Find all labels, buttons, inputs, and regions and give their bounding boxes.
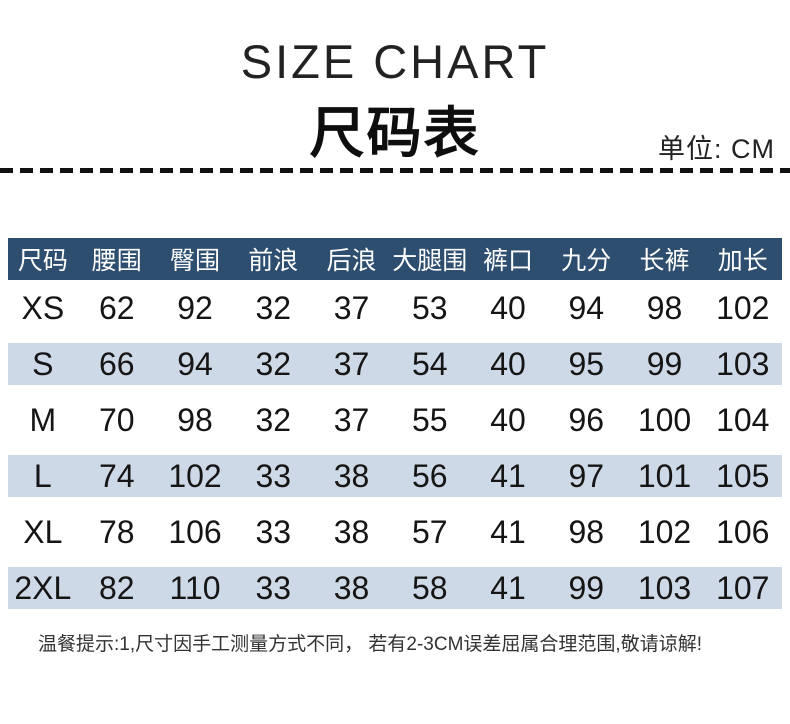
table-row-S: S 66 94 32 37 54 40 95 99 103: [8, 336, 782, 392]
value-cell: 38: [333, 513, 370, 550]
value-cell: 74: [98, 457, 135, 494]
size-cell: L: [33, 457, 52, 494]
value-cell: 103: [637, 569, 692, 606]
value-cell: 97: [568, 457, 605, 494]
value-cell: 100: [637, 401, 692, 438]
value-cell: 41: [490, 457, 526, 494]
value-cell: 32: [255, 289, 292, 326]
value-cell: 33: [255, 569, 292, 606]
value-cell: 33: [255, 513, 292, 550]
value-cell: 37: [333, 401, 370, 438]
size-cell: XL: [23, 513, 63, 550]
value-cell: 54: [411, 345, 448, 382]
value-cell: 110: [169, 569, 221, 606]
header-cell-1: 腰围: [91, 247, 142, 275]
value-cell: 40: [490, 345, 526, 382]
value-cell: 102: [168, 457, 222, 494]
value-cell: 98: [568, 513, 605, 550]
value-cell: 94: [177, 345, 213, 382]
header-cell-0: 尺码: [17, 247, 68, 275]
value-cell: 104: [716, 401, 770, 438]
header-cell-8: 长裤: [639, 247, 690, 275]
value-cell: 99: [646, 345, 683, 382]
value-cell: 56: [411, 457, 448, 494]
header-cell-6: 裤口: [483, 247, 534, 275]
header-cell-4: 后浪: [326, 247, 377, 275]
value-cell: 94: [568, 289, 605, 326]
dashed-divider: [0, 168, 790, 173]
value-cell: 40: [490, 289, 526, 326]
value-cell: 32: [255, 401, 292, 438]
value-cell: 106: [716, 513, 770, 550]
value-cell: 99: [568, 569, 605, 606]
size-cell: 2XL: [14, 569, 72, 606]
header-cell-5: 大腿围: [392, 247, 468, 275]
value-cell: 101: [637, 457, 692, 494]
value-cell: 40: [490, 401, 526, 438]
size-table: 尺码 腰围 臀围 前浪 后浪 大腿围 裤口 九分 长裤 加长 XS 62 92 32 37 53 40 94 98…: [8, 238, 782, 616]
table-row-L: L 74 102 33 38 56 41 97 101 105: [8, 448, 782, 504]
value-cell: 78: [98, 513, 135, 550]
value-cell: 37: [333, 289, 370, 326]
value-cell: 103: [716, 345, 770, 382]
footnote: 温餐提示:1,尺寸因手工测量方式不同， 若有2-3CM误差屈属合理范围,敬请谅解…: [38, 634, 702, 655]
header-cell-2: 臀围: [170, 247, 221, 275]
value-cell: 106: [168, 513, 222, 550]
value-cell: 55: [411, 401, 448, 438]
table-row-M: M 70 98 32 37 55 40 96 100 104: [8, 392, 782, 448]
value-cell: 57: [411, 513, 448, 550]
size-cell: S: [32, 345, 54, 382]
page-title-english: SIZE CHART: [240, 35, 550, 88]
value-cell: 95: [568, 345, 605, 382]
value-cell: 107: [716, 569, 770, 606]
table-header-row: 尺码 腰围 臀围 前浪 后浪 大腿围 裤口 九分 长裤 加长: [8, 238, 782, 280]
size-cell: XS: [21, 289, 65, 326]
value-cell: 102: [637, 513, 692, 550]
value-cell: 33: [255, 457, 292, 494]
value-cell: 37: [333, 345, 370, 382]
value-cell: 98: [646, 289, 683, 326]
value-cell: 38: [333, 569, 370, 606]
size-cell: M: [29, 401, 57, 438]
value-cell: 70: [98, 401, 135, 438]
value-cell: 62: [98, 289, 135, 326]
unit-label: 单位: CM: [658, 134, 775, 164]
value-cell: 38: [333, 457, 370, 494]
header-cell-9: 加长: [717, 247, 768, 275]
value-cell: 53: [411, 289, 448, 326]
value-cell: 58: [411, 569, 448, 606]
value-cell: 102: [716, 289, 770, 326]
table-row-XS: XS 62 92 32 37 53 40 94 98 102: [8, 280, 782, 336]
value-cell: 82: [98, 569, 135, 606]
table-row-2XL: 2XL 82 110 33 38 58 41 99 103 107: [8, 560, 782, 616]
value-cell: 66: [98, 345, 135, 382]
header-cell-3: 前浪: [248, 247, 299, 275]
value-cell: 92: [177, 289, 213, 326]
value-cell: 41: [490, 569, 526, 606]
page-title-chinese: 尺码表: [309, 102, 481, 164]
header-cell-7: 九分: [561, 247, 612, 275]
table-row-XL: XL 78 106 33 38 57 41 98 102 106: [8, 504, 782, 560]
table-body: XS 62 92 32 37 53 40 94 98 102 S 66 94 32 37 54 40 95 99 10…: [8, 280, 782, 616]
value-cell: 32: [255, 345, 292, 382]
value-cell: 41: [490, 513, 526, 550]
value-cell: 105: [716, 457, 770, 494]
value-cell: 96: [568, 401, 605, 438]
value-cell: 98: [177, 401, 213, 438]
